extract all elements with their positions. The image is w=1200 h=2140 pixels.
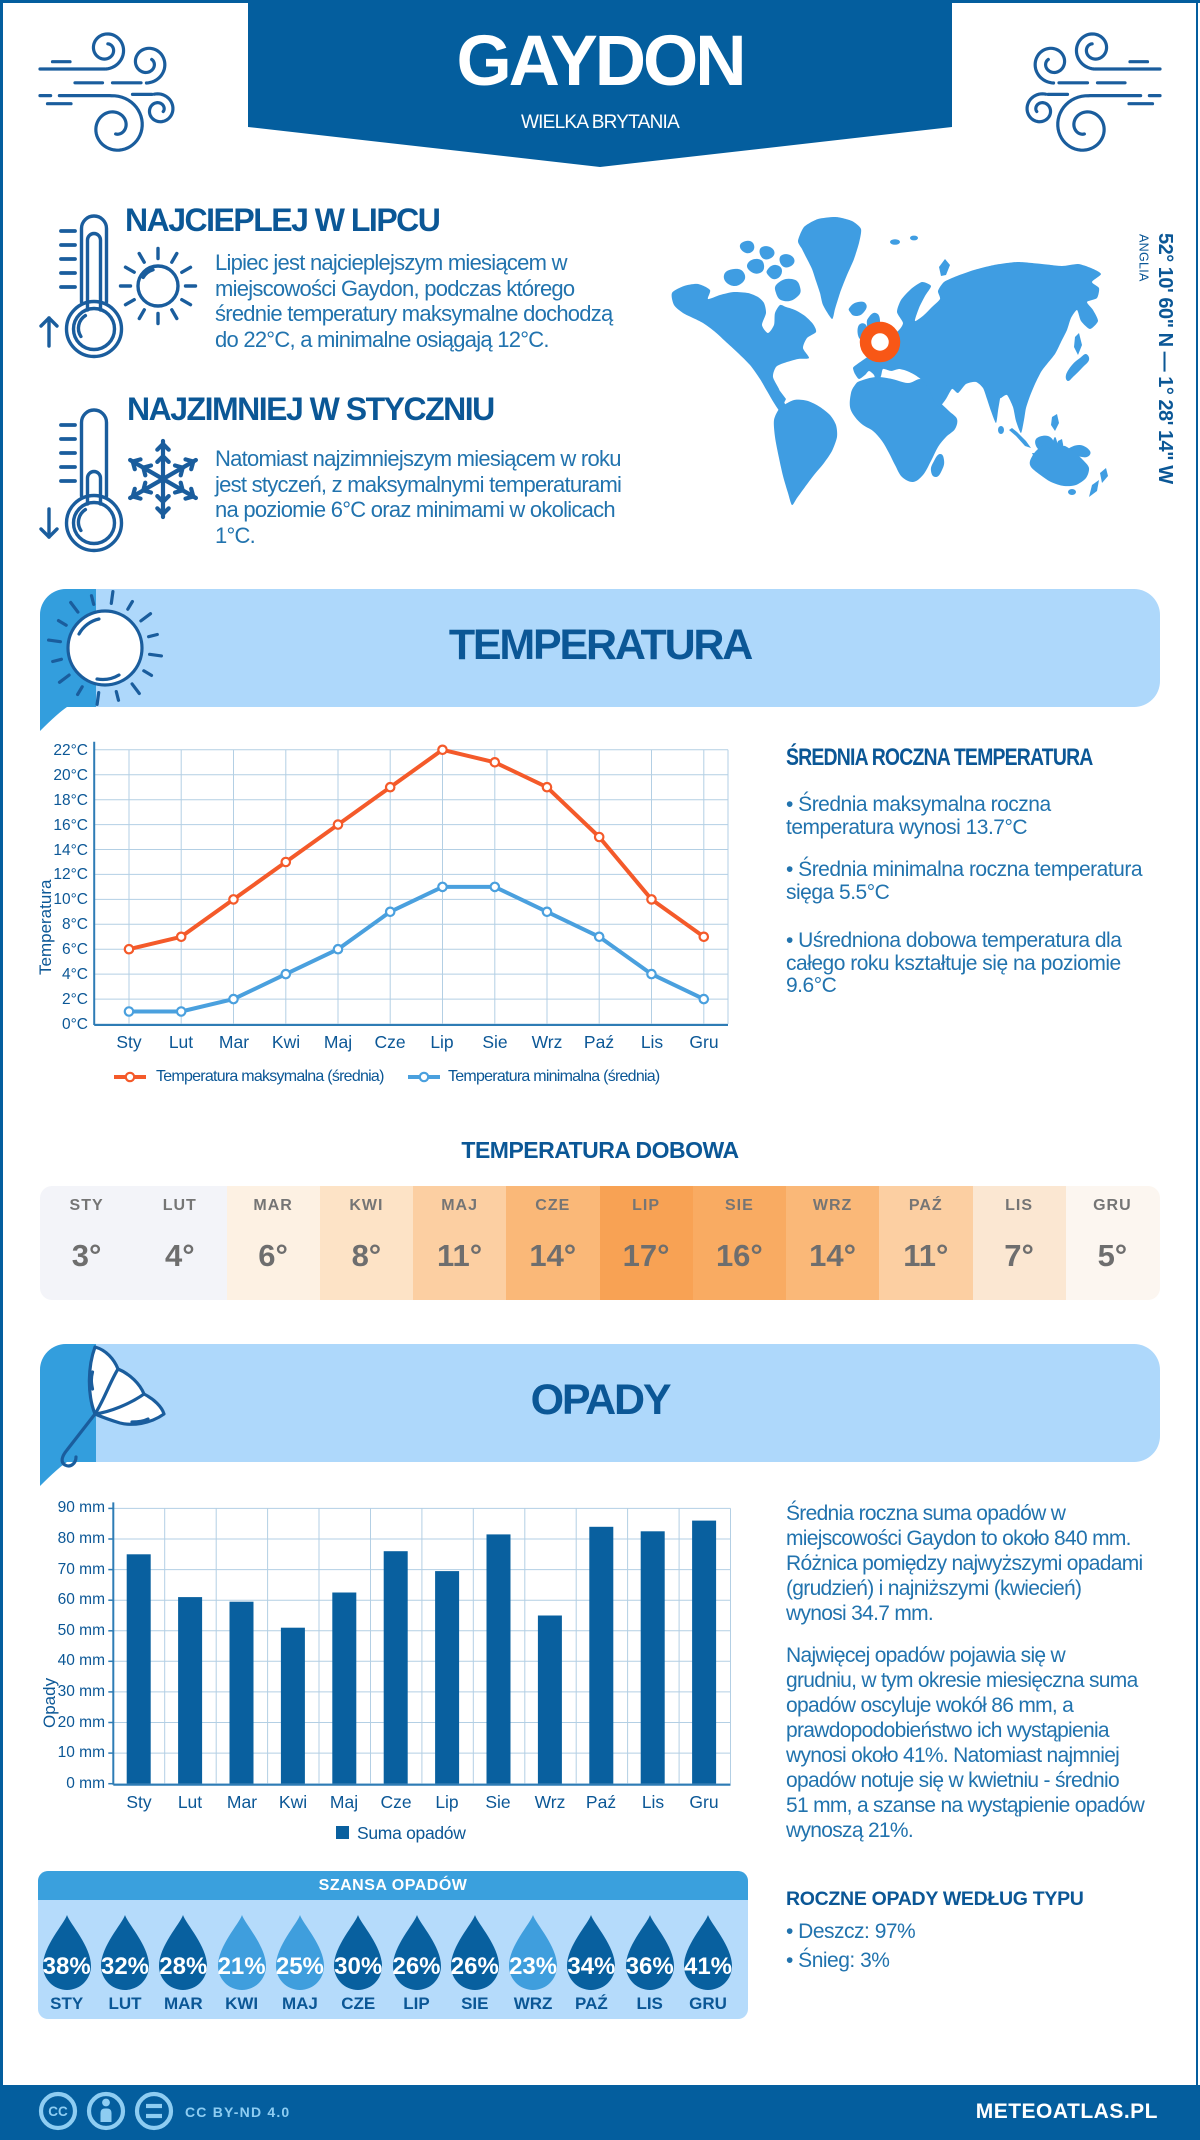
svg-text:CC: CC <box>48 2104 68 2119</box>
